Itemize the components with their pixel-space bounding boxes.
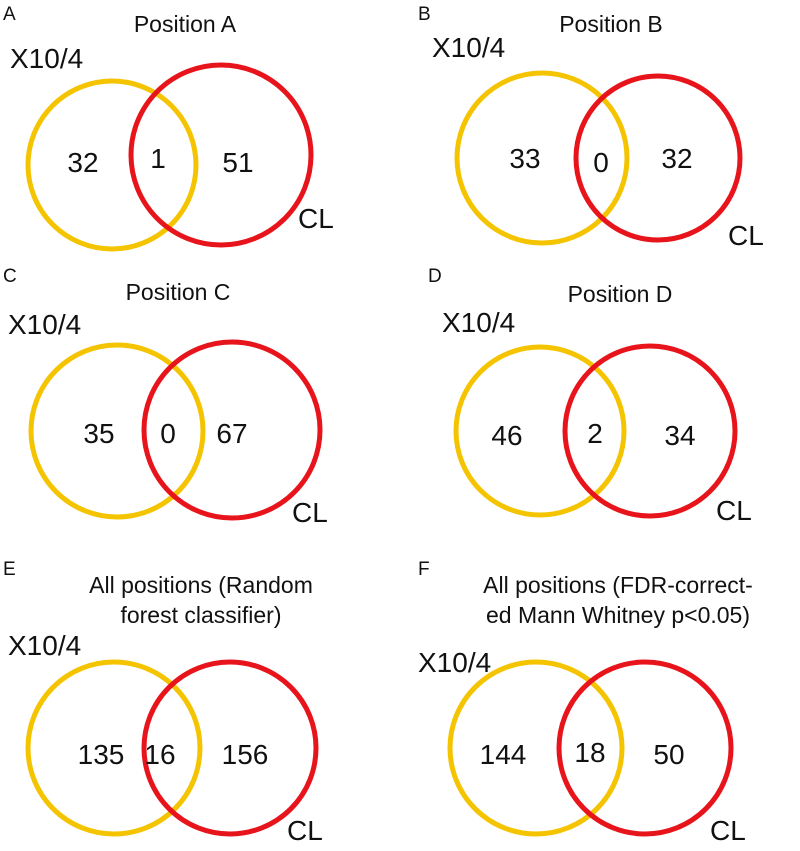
x10-4-set-label: X10/4	[8, 630, 81, 661]
left-only-count: 32	[67, 147, 98, 178]
overlap-count: 16	[144, 739, 175, 770]
panel-title: Position C	[126, 279, 231, 305]
cl-circle	[573, 73, 743, 243]
panel-title-line-2: forest classifier)	[120, 602, 281, 628]
panel-letter: C	[3, 266, 17, 287]
left-only-count: 35	[83, 418, 114, 449]
panel-d: D Position D X10/4 46 2 34 CL	[428, 266, 752, 526]
x10-4-circle	[447, 659, 625, 837]
left-only-count: 33	[509, 143, 540, 174]
cl-circle	[141, 339, 323, 521]
panel-letter: D	[428, 266, 442, 287]
x10-4-circle	[454, 70, 630, 246]
x10-4-circle	[25, 659, 203, 837]
panel-title-line-1: All positions (FDR-correct-	[483, 572, 753, 598]
left-only-count: 135	[78, 739, 125, 770]
panel-e: E All positions (Random forest classifie…	[3, 559, 323, 846]
panel-letter: A	[3, 4, 16, 25]
cl-circle	[128, 62, 314, 248]
x10-4-circle	[453, 344, 627, 518]
overlap-count: 0	[160, 418, 176, 449]
left-only-count: 144	[480, 739, 527, 770]
left-only-count: 46	[491, 420, 522, 451]
x10-4-circle	[25, 78, 199, 252]
x10-4-set-label: X10/4	[432, 32, 505, 63]
x10-4-circle	[28, 342, 206, 520]
x10-4-set-label: X10/4	[418, 647, 491, 678]
panel-title-line-1: All positions (Random	[89, 572, 313, 598]
panel-c: C Position C X10/4 35 0 67 CL	[3, 266, 328, 528]
panel-title: Position A	[134, 11, 237, 37]
x10-4-set-label: X10/4	[442, 307, 515, 338]
right-only-count: 156	[222, 739, 269, 770]
panel-f: F All positions (FDR-correct- ed Mann Wh…	[418, 559, 753, 846]
cl-set-label: CL	[298, 203, 334, 234]
cl-set-label: CL	[716, 495, 752, 526]
cl-circle	[562, 343, 738, 519]
panel-title: Position D	[568, 281, 673, 307]
overlap-count: 2	[587, 418, 603, 449]
panel-b: B Position B X10/4 33 0 32 CL	[418, 4, 764, 251]
panel-letter: F	[418, 559, 430, 580]
cl-set-label: CL	[728, 220, 764, 251]
cl-circle	[141, 659, 319, 837]
panel-letter: B	[418, 4, 431, 25]
cl-set-label: CL	[710, 815, 746, 846]
x10-4-set-label: X10/4	[8, 309, 81, 340]
right-only-count: 34	[664, 420, 695, 451]
overlap-count: 18	[574, 737, 605, 768]
panel-letter: E	[3, 559, 16, 580]
panel-a: A Position A X10/4 32 1 51 CL	[3, 4, 334, 252]
cl-set-label: CL	[287, 815, 323, 846]
right-only-count: 51	[222, 147, 253, 178]
right-only-count: 67	[216, 418, 247, 449]
x10-4-set-label: X10/4	[10, 43, 83, 74]
right-only-count: 50	[653, 739, 684, 770]
overlap-count: 1	[150, 143, 166, 174]
cl-circle	[556, 659, 734, 837]
overlap-count: 0	[593, 147, 609, 178]
right-only-count: 32	[661, 143, 692, 174]
panel-title-line-2: ed Mann Whitney p<0.05)	[486, 602, 750, 628]
panel-title: Position B	[559, 11, 663, 37]
cl-set-label: CL	[292, 497, 328, 528]
